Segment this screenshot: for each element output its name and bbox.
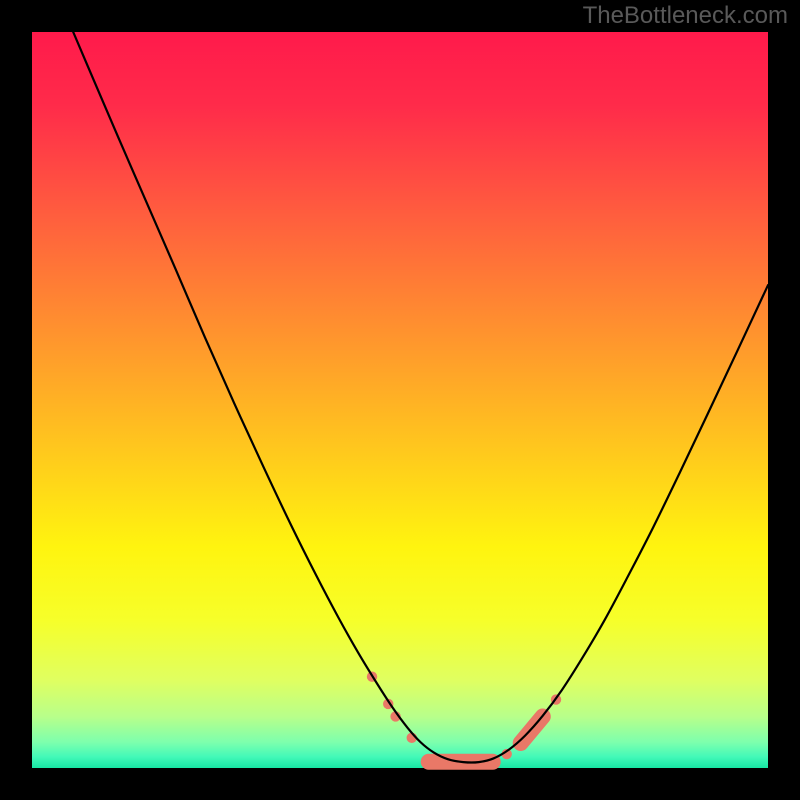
chart-svg	[0, 0, 800, 800]
watermark-text: TheBottleneck.com	[583, 2, 788, 30]
plot-background	[32, 32, 768, 768]
chart-frame: TheBottleneck.com	[0, 0, 800, 800]
